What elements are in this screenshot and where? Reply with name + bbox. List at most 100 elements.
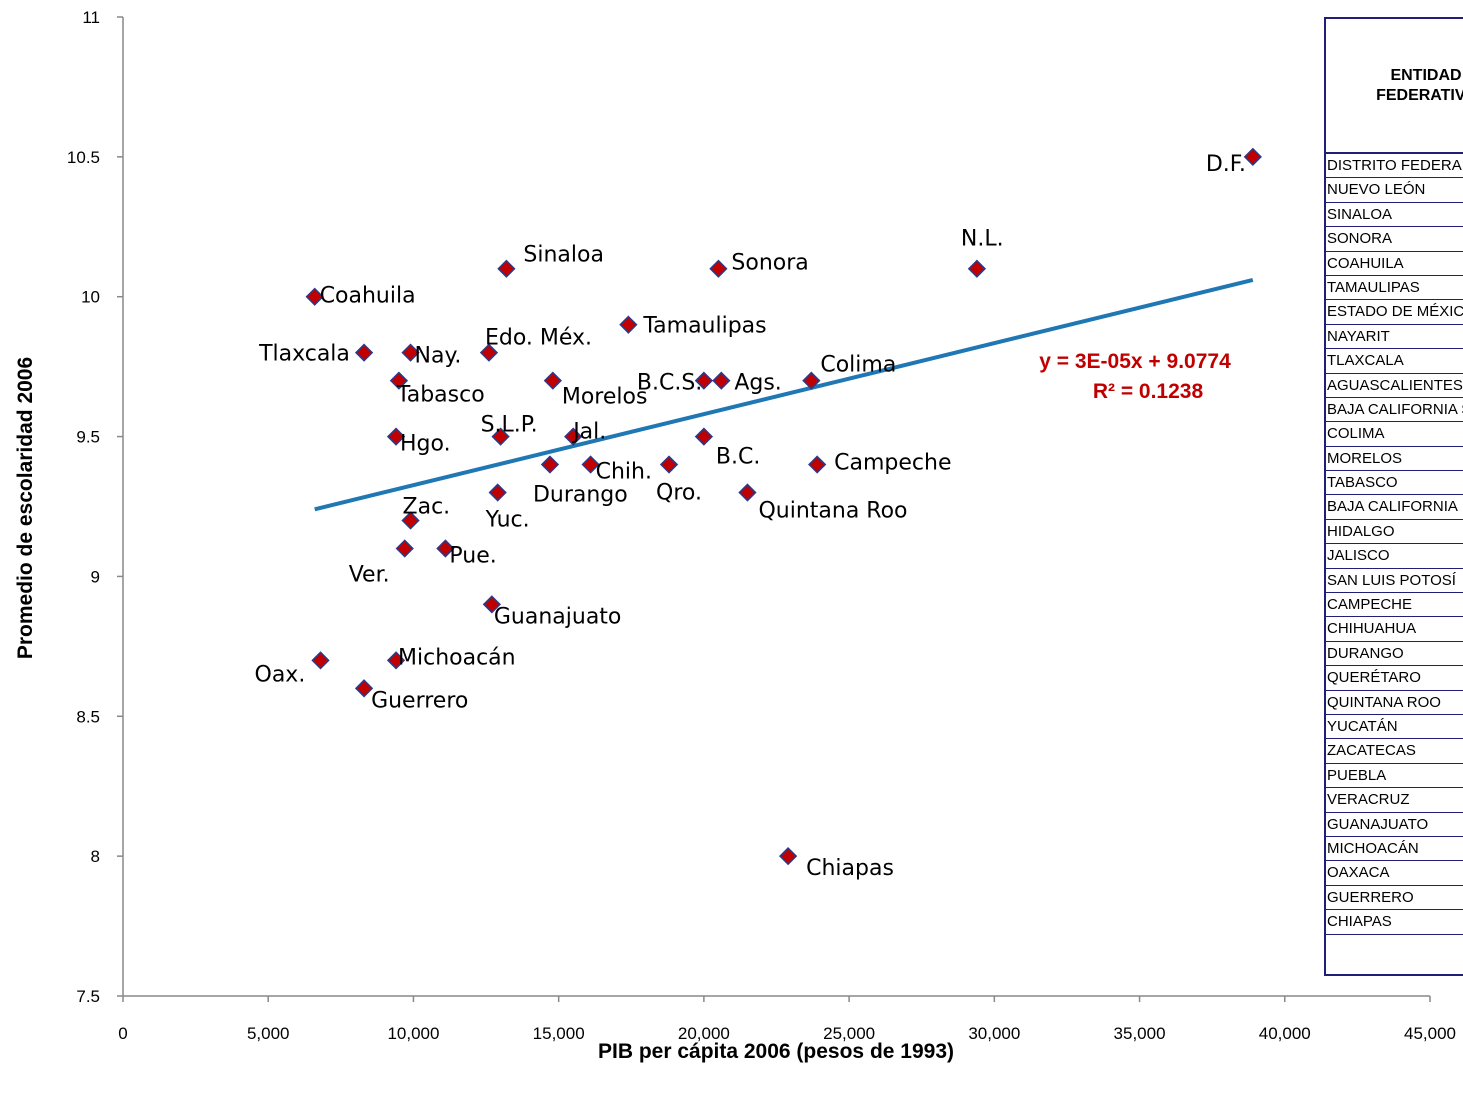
point-label: Guanajuato: [494, 604, 622, 629]
data-point-marker: [802, 371, 821, 390]
table-row: GUERRERO: [1326, 886, 1463, 911]
point-label: Campeche: [834, 451, 951, 476]
point-label: Oax.: [255, 662, 306, 687]
point-label: Guerrero: [371, 688, 468, 713]
point-label: Chiapas: [806, 856, 894, 881]
x-tick-label: 15,000: [533, 1024, 585, 1043]
y-tick-label: 7.5: [76, 987, 100, 1006]
x-tick-label: 0: [118, 1024, 127, 1043]
data-point-marker: [436, 539, 455, 558]
point-label: Durango: [533, 483, 628, 508]
y-tick-label: 9.5: [76, 428, 100, 447]
table-row: CAMPECHE: [1326, 593, 1463, 618]
x-tick-label: 25,000: [823, 1024, 875, 1043]
point-label: Sonora: [731, 251, 808, 276]
table-row: NUEVO LEÓN: [1326, 178, 1463, 203]
point-labels: D.F. N.L. Sinaloa Sonora Coahuila Tamaulipas E…: [255, 152, 1246, 881]
table-row: TABASCO: [1326, 471, 1463, 496]
data-point-marker: [389, 371, 409, 390]
data-point-marker: [401, 511, 420, 530]
data-point-marker: [778, 847, 798, 866]
point-label: B.C.: [716, 445, 760, 470]
table-row: QUINTANA ROO: [1326, 691, 1463, 715]
data-point-marker: [488, 483, 507, 502]
point-label: Tamaulipas: [642, 314, 766, 339]
y-tick-label: 10.5: [67, 148, 100, 167]
data-point-marker: [311, 651, 330, 670]
y-axis-ticks: 7.5 8 8.5 9 9.5 10 10.5 11: [67, 8, 123, 1006]
point-label: S.L.P.: [481, 413, 538, 438]
table-row: COLIMA: [1326, 422, 1463, 447]
data-point-marker: [401, 343, 420, 362]
trendline: [314, 277, 1254, 512]
point-label: Hgo.: [400, 432, 451, 457]
x-axis-title: PIB per cápita 2006 (pesos de 1993): [598, 1040, 954, 1063]
table-row: JALISCO: [1326, 544, 1463, 569]
data-point-marker: [564, 427, 583, 446]
x-tick-label: 40,000: [1259, 1024, 1311, 1043]
table-row: DISTRITO FEDERAL: [1326, 154, 1463, 179]
table-row: YUCATÁN: [1326, 715, 1463, 740]
table-row: COAHUILA: [1326, 252, 1463, 276]
data-point-marker: [354, 343, 374, 362]
x-tick-label: 30,000: [968, 1024, 1020, 1043]
table-row: QUERÉTARO: [1326, 666, 1463, 691]
data-point-marker: [395, 539, 414, 558]
table-row: AGUASCALIENTES: [1326, 374, 1463, 398]
table-header-line1: ENTIDAD: [1390, 67, 1462, 84]
table-rows: DISTRITO FEDERAL NUEVO LEÓN SINALOA SONORA C…: [1326, 154, 1463, 935]
point-label: Coahuila: [320, 284, 416, 309]
table-row: MORELOS: [1326, 447, 1463, 472]
x-tick-label: 35,000: [1114, 1024, 1166, 1043]
data-point-marker: [619, 315, 638, 334]
point-label: Qro.: [656, 481, 702, 506]
table-row: VERACRUZ: [1326, 788, 1463, 813]
data-point-marker: [386, 427, 406, 446]
data-point-marker: [491, 427, 510, 446]
point-label: Ags.: [734, 371, 781, 396]
point-label: Ver.: [349, 562, 390, 587]
data-point-marker: [497, 259, 516, 278]
point-label: Nay.: [415, 344, 462, 369]
point-label: Colima: [820, 353, 896, 378]
data-point-marker: [709, 259, 728, 278]
table-header: ENTIDAD FEDERATIVA: [1326, 19, 1463, 154]
point-label: Pue.: [449, 543, 496, 568]
data-point-marker: [386, 651, 406, 670]
point-label: Tlaxcala: [258, 342, 350, 367]
y-tick-label: 8.5: [76, 707, 100, 726]
table-row: CHIAPAS: [1326, 910, 1463, 935]
table-row: DURANGO: [1326, 642, 1463, 667]
table-row: GUANAJUATO: [1326, 813, 1463, 837]
data-point-marker: [694, 427, 714, 446]
data-point-marker: [581, 455, 600, 474]
point-label: N.L.: [961, 227, 1004, 252]
entity-table: ENTIDAD FEDERATIVA DISTRITO FEDERALNUEVO…: [1324, 17, 1463, 976]
data-point-marker: [540, 455, 560, 474]
data-point-marker: [305, 287, 324, 306]
y-tick-label: 8: [91, 847, 100, 866]
table-row: MICHOACÁN: [1326, 837, 1463, 862]
x-tick-label: 10,000: [387, 1024, 439, 1043]
point-label: Morelos: [562, 385, 648, 410]
y-axis-title: Promedio de escolaridad 2006: [14, 357, 37, 659]
table-row: CHIHUAHUA: [1326, 617, 1463, 642]
data-point-marker: [808, 455, 827, 474]
table-row: BAJA CALIFORNIA SUR: [1326, 398, 1463, 423]
data-point-marker: [354, 679, 374, 698]
data-point-marker: [738, 483, 757, 502]
y-tick-label: 9: [91, 567, 100, 586]
data-points: [305, 147, 1262, 866]
table-row: HIDALGO: [1326, 520, 1463, 545]
data-point-marker: [712, 371, 731, 390]
table-row: OAXACA: [1326, 861, 1463, 886]
y-tick-label: 10: [81, 288, 100, 307]
table-row: SONORA: [1326, 227, 1463, 252]
data-point-marker: [482, 595, 501, 614]
point-label: Edo. Méx.: [485, 326, 592, 351]
table-row: ESTADO DE MÉXICO: [1326, 300, 1463, 325]
table-header-line2: FEDERATIVA: [1376, 87, 1463, 104]
table-row: TAMAULIPAS: [1326, 276, 1463, 301]
x-axis-ticks: 0 5,000 10,000 15,000 20,000 25,000 30,000 35,0…: [118, 996, 1456, 1043]
